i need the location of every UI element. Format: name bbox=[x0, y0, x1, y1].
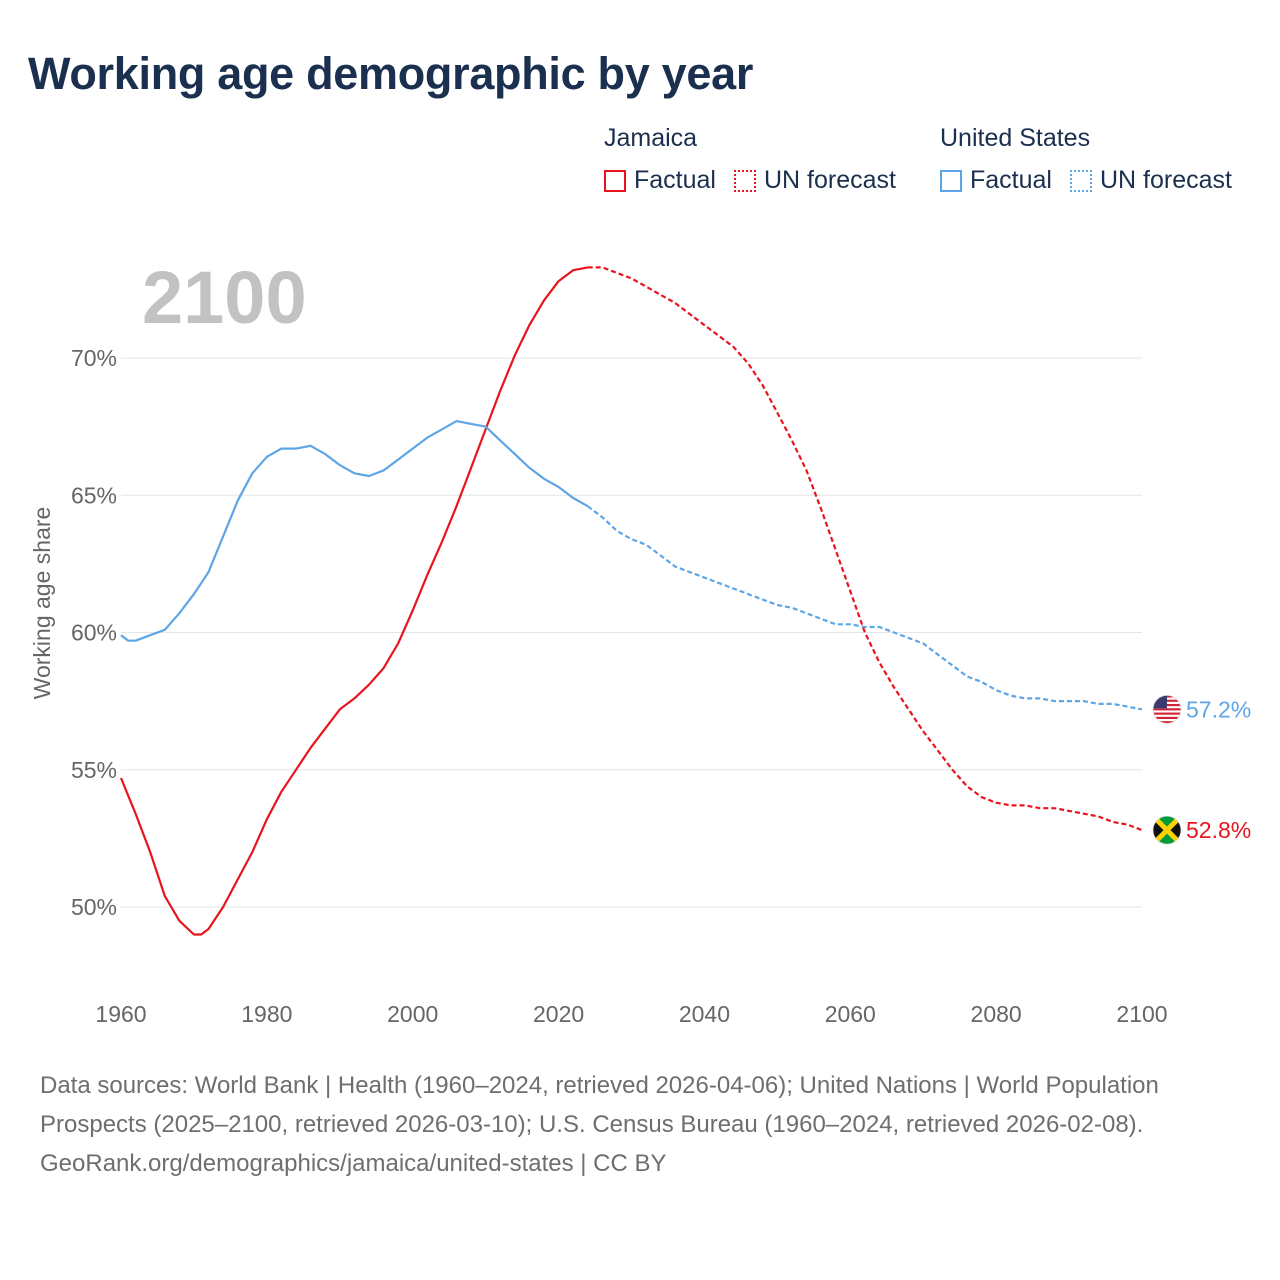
x-tick-label: 2080 bbox=[971, 1001, 1022, 1027]
year-label: 2100 bbox=[142, 256, 307, 339]
legend-swatch-solid bbox=[940, 169, 962, 192]
legend-group-name: United States bbox=[940, 124, 1091, 152]
series-line-jamaica-factual bbox=[119, 266, 588, 936]
y-tick-label: 50% bbox=[71, 894, 117, 920]
legend-label: UN forecast bbox=[763, 166, 896, 194]
y-tick-label: 70% bbox=[71, 345, 117, 371]
series-line-united-states-factual bbox=[120, 420, 589, 642]
x-tick-label: 1980 bbox=[241, 1001, 292, 1027]
legend-group-united-states: United States Factual UN forecast bbox=[940, 124, 1250, 195]
x-tick-label: 2100 bbox=[1116, 1001, 1167, 1027]
y-axis-label: Working age share bbox=[29, 507, 55, 700]
footer: Data sources: World Bank | Health (1960–… bbox=[40, 1066, 1230, 1183]
x-tick-label: 2040 bbox=[679, 1001, 730, 1027]
x-tick-label: 2060 bbox=[825, 1001, 876, 1027]
legend-group-name: Jamaica bbox=[604, 124, 698, 152]
jamaica-flag-border bbox=[1152, 815, 1182, 845]
line-chart: 2100 50% 55% 60% 65% 70% 1960 1980 2000 2020 2040 2… bbox=[29, 256, 1251, 1027]
legend-swatch-solid bbox=[604, 169, 626, 192]
x-tick-label: 2020 bbox=[533, 1001, 584, 1027]
series-line-united-states-forecast bbox=[587, 505, 1143, 711]
end-value-label-united-states: 57.2% bbox=[1186, 696, 1251, 722]
x-tick-label: 1960 bbox=[95, 1001, 146, 1027]
legend-item-jamaica-factual[interactable]: Factual bbox=[604, 166, 716, 195]
united-states-flag bbox=[1153, 695, 1181, 724]
jamaica-flag bbox=[1153, 816, 1181, 845]
legend-label: Factual bbox=[970, 166, 1052, 194]
legend-item-us-factual[interactable]: Factual bbox=[940, 166, 1052, 195]
legend-label: UN forecast bbox=[1099, 166, 1232, 194]
credit-link[interactable]: GeoRank.org/demographics/jamaica/united-… bbox=[40, 1150, 667, 1177]
legend-item-us-forecast[interactable]: UN forecast bbox=[1069, 166, 1232, 195]
united-states-flag-border bbox=[1152, 694, 1182, 724]
chart-title: Working age demographic by year bbox=[28, 48, 754, 99]
end-value-label-jamaica: 52.8% bbox=[1186, 817, 1251, 843]
y-tick-label: 65% bbox=[71, 482, 117, 508]
legend-swatch-dotted bbox=[733, 169, 756, 192]
x-tick-label: 2000 bbox=[387, 1001, 438, 1027]
legend-swatch-dotted bbox=[1069, 169, 1092, 192]
legend-label: Factual bbox=[634, 166, 716, 194]
y-tick-label: 60% bbox=[71, 620, 117, 646]
data-sources: Data sources: World Bank | Health (1960–… bbox=[40, 1072, 1159, 1138]
legend-item-jamaica-forecast[interactable]: UN forecast bbox=[733, 166, 896, 195]
y-tick-label: 55% bbox=[71, 757, 117, 783]
legend-group-jamaica: Jamaica Factual UN forecast bbox=[604, 124, 914, 195]
series-line-jamaica-forecast bbox=[587, 266, 1143, 832]
